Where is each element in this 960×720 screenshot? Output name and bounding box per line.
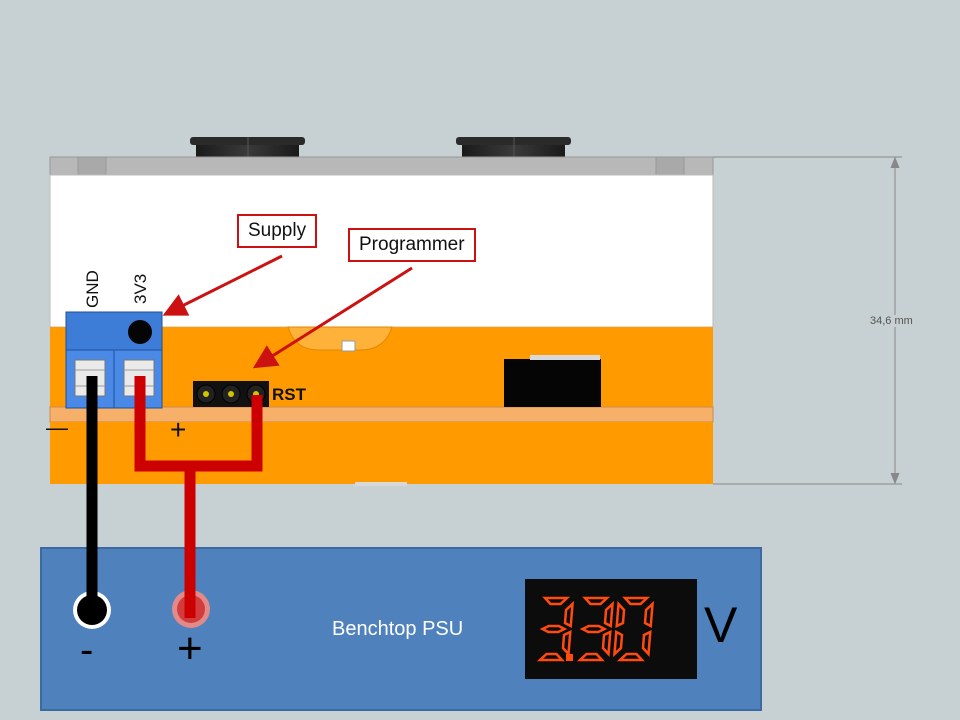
display-segment-a bbox=[622, 596, 651, 606]
3v3-label: 3V3 bbox=[131, 273, 150, 304]
psu-display bbox=[525, 579, 697, 679]
pcb-bottom bbox=[50, 422, 713, 484]
display-digit-2 bbox=[612, 596, 655, 662]
display-segment-f bbox=[615, 601, 626, 629]
supply-callout: Supply bbox=[237, 214, 318, 248]
display-segment-b bbox=[603, 600, 615, 628]
board-minus-sign: — bbox=[46, 415, 68, 440]
pcb-edge bbox=[49, 406, 714, 423]
display-digit-0 bbox=[536, 596, 575, 662]
psu-display-digits bbox=[536, 596, 655, 662]
rst-label: RST bbox=[272, 385, 306, 404]
display-segment-d bbox=[616, 652, 645, 662]
pcb-slot bbox=[287, 326, 393, 351]
display-segment-e bbox=[612, 630, 624, 658]
enclosure-top-rim bbox=[49, 156, 714, 176]
display-segment-b bbox=[643, 600, 655, 628]
display-segment-b bbox=[563, 600, 575, 628]
dimension-label: 34,6 mm bbox=[868, 315, 915, 327]
wire-positive bbox=[134, 376, 263, 618]
display-segment-c bbox=[561, 629, 572, 657]
display-segment-g bbox=[579, 624, 608, 634]
psu-plus-label: + bbox=[177, 624, 203, 673]
display-segment-a bbox=[582, 596, 611, 606]
display-segment-d bbox=[536, 652, 565, 662]
display-decimal-point bbox=[566, 654, 573, 661]
supply-arrow bbox=[162, 254, 283, 316]
programmer-arrow bbox=[252, 266, 413, 369]
display-digit-1 bbox=[576, 596, 615, 662]
display-segment-c bbox=[641, 629, 652, 657]
programmer-callout: Programmer bbox=[348, 228, 476, 262]
terminal-block bbox=[65, 311, 163, 409]
display-segment-c bbox=[601, 629, 612, 657]
psu-minus-label: - bbox=[80, 628, 94, 672]
display-segment-a bbox=[542, 596, 571, 606]
pcb-chip bbox=[504, 359, 601, 407]
display-segment-g bbox=[539, 624, 568, 634]
psu-body bbox=[40, 547, 762, 711]
psu-title: Benchtop PSU bbox=[332, 618, 464, 640]
board-plus-sign: + bbox=[170, 414, 187, 445]
psu-unit: V bbox=[704, 597, 738, 653]
display-segment-d bbox=[576, 652, 605, 662]
gnd-label: GND bbox=[83, 270, 102, 308]
